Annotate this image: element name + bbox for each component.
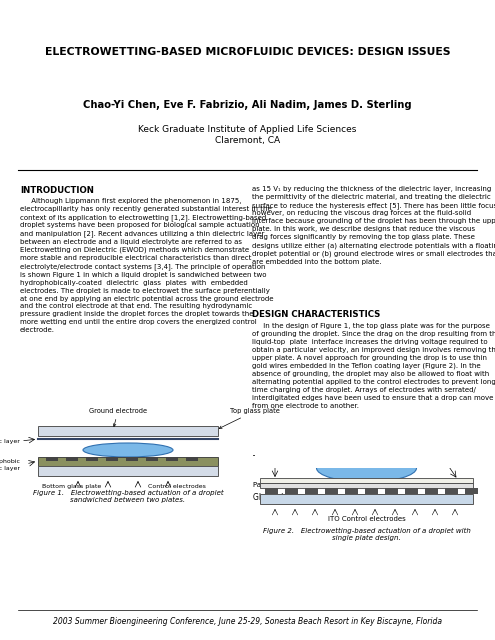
Text: Chao-Yi Chen, Eve F. Fabrizio, Ali Nadim, James D. Sterling: Chao-Yi Chen, Eve F. Fabrizio, Ali Nadim… (83, 100, 412, 110)
Text: Bottom glass plate: Bottom glass plate (42, 484, 101, 489)
FancyBboxPatch shape (66, 457, 78, 461)
FancyBboxPatch shape (465, 488, 478, 494)
Ellipse shape (83, 443, 173, 457)
FancyBboxPatch shape (86, 457, 98, 461)
FancyBboxPatch shape (126, 457, 138, 461)
FancyBboxPatch shape (365, 488, 378, 494)
Text: Although Lippmann first explored the phenomenon in 1875,
electrocapillarity has : Although Lippmann first explored the phe… (20, 198, 274, 333)
FancyBboxPatch shape (285, 488, 298, 494)
Text: DESIGN CHARACTERISTICS: DESIGN CHARACTERISTICS (252, 310, 380, 319)
FancyBboxPatch shape (385, 488, 398, 494)
FancyBboxPatch shape (38, 457, 218, 466)
FancyBboxPatch shape (405, 488, 418, 494)
FancyBboxPatch shape (260, 478, 473, 483)
Text: Control electrodes: Control electrodes (148, 484, 206, 489)
FancyBboxPatch shape (305, 488, 318, 494)
Text: ITO Control electrodes: ITO Control electrodes (328, 516, 405, 522)
Text: 2003 Summer Bioengineering Conference, June 25-29, Sonesta Beach Resort in Key B: 2003 Summer Bioengineering Conference, J… (53, 618, 442, 627)
FancyBboxPatch shape (166, 457, 178, 461)
FancyBboxPatch shape (146, 457, 158, 461)
Text: Hydrophobic
dielectric layer: Hydrophobic dielectric layer (0, 460, 20, 470)
FancyBboxPatch shape (38, 466, 218, 476)
FancyBboxPatch shape (260, 494, 473, 504)
Text: Keck Graduate Institute of Applied Life Sciences
Claremont, CA: Keck Graduate Institute of Applied Life … (138, 125, 357, 145)
FancyBboxPatch shape (265, 488, 278, 494)
FancyBboxPatch shape (255, 438, 478, 468)
FancyBboxPatch shape (46, 457, 58, 461)
Text: Ground Au electrode: Ground Au electrode (394, 451, 473, 460)
Text: Figure 2.   Electrowetting-based actuation of a droplet with
single plate design: Figure 2. Electrowetting-based actuation… (262, 528, 470, 541)
Text: Figure 1.   Electrowetting-based actuation of a droplet
sandwiched between two p: Figure 1. Electrowetting-based actuation… (33, 490, 223, 503)
Ellipse shape (316, 454, 416, 482)
Text: Teflon coating: Teflon coating (253, 456, 306, 465)
Text: In the design of Figure 1, the top glass plate was for the purpose
of grounding : In the design of Figure 1, the top glass… (252, 323, 495, 408)
FancyBboxPatch shape (345, 488, 358, 494)
FancyBboxPatch shape (260, 483, 473, 488)
FancyBboxPatch shape (38, 426, 218, 436)
FancyBboxPatch shape (186, 457, 198, 461)
FancyBboxPatch shape (325, 488, 338, 494)
Text: as 15 V₁⁣ by reducing the thickness of the dielectric layer, increasing
the perm: as 15 V₁⁣ by reducing the thickness of t… (252, 186, 495, 265)
Text: Glass plate: Glass plate (253, 493, 296, 502)
Text: INTRODUCTION: INTRODUCTION (20, 186, 94, 195)
FancyBboxPatch shape (445, 488, 458, 494)
Text: Parylene C: Parylene C (253, 482, 290, 488)
Text: Top glass plate: Top glass plate (219, 408, 280, 428)
FancyBboxPatch shape (106, 457, 118, 461)
Text: ELECTROWETTING-BASED MICROFLUIDIC DEVICES: DESIGN ISSUES: ELECTROWETTING-BASED MICROFLUIDIC DEVICE… (45, 47, 450, 57)
Text: Hydrophobic layer: Hydrophobic layer (0, 438, 20, 444)
Text: Ground electrode: Ground electrode (89, 408, 147, 427)
FancyBboxPatch shape (425, 488, 438, 494)
